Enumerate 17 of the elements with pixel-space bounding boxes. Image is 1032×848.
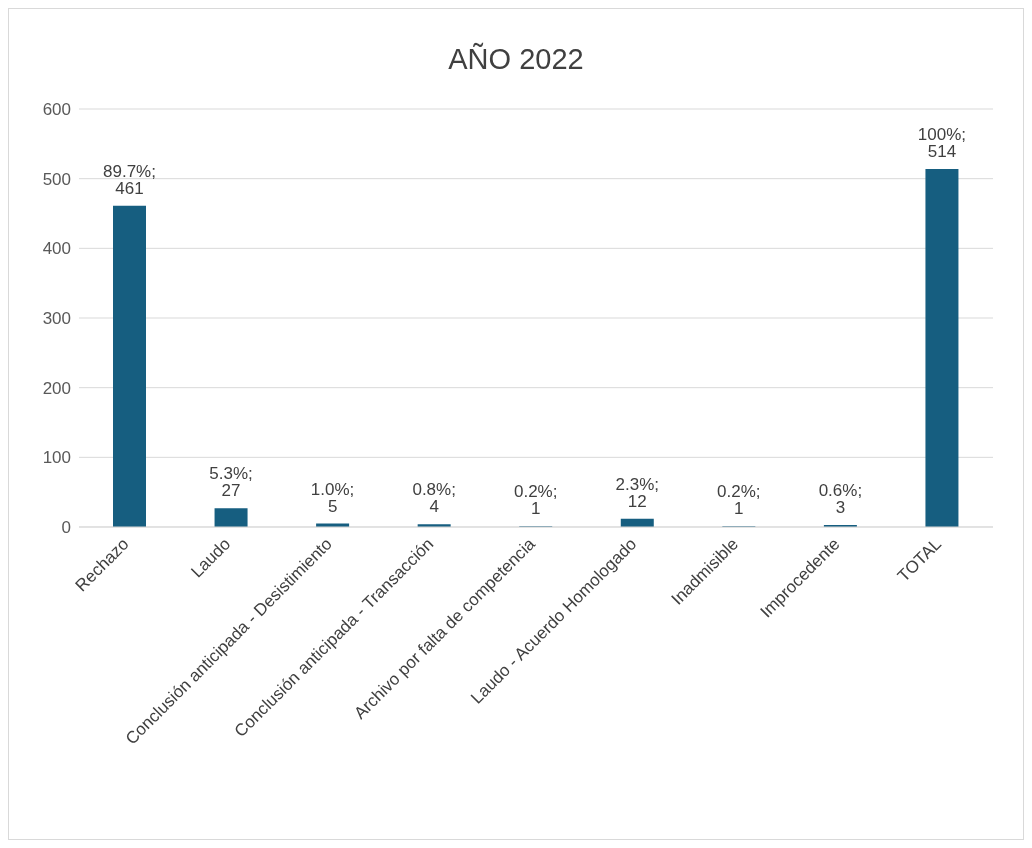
y-tick-label: 500: [42, 169, 71, 189]
y-tick-label: 300: [42, 309, 71, 329]
y-tick-label: 600: [42, 100, 71, 120]
data-label: 2.3%; 12: [615, 474, 660, 511]
data-label: 5.3%; 27: [209, 464, 253, 501]
y-tick-label: 100: [42, 448, 71, 468]
data-label: 0.2%; 1: [513, 482, 558, 519]
data-label: 100%; 514: [917, 124, 967, 161]
data-label: 0.2%; 1: [717, 482, 761, 519]
y-tick-label: 400: [42, 239, 71, 259]
y-tick-label: 200: [42, 378, 71, 398]
data-label: 89.7%; 461: [103, 161, 156, 198]
data-label: 0.8%; 4: [412, 480, 456, 517]
chart-title: AÑO 2022: [447, 43, 585, 76]
data-label: 1.0%; 5: [310, 479, 355, 516]
y-tick-label: 0: [61, 518, 71, 538]
data-label: 0.6%; 3: [818, 480, 863, 517]
